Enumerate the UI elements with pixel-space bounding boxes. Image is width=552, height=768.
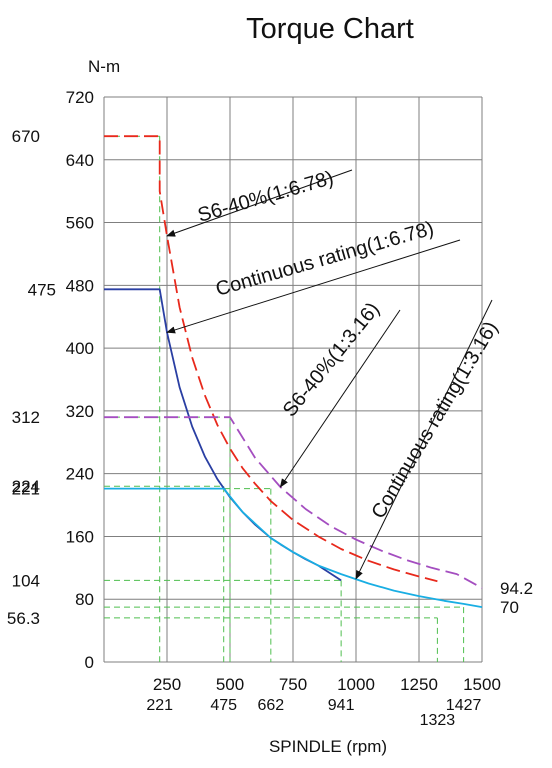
y-marker-label: 221 bbox=[12, 480, 40, 499]
y-tick-label: 400 bbox=[66, 339, 94, 358]
series-line-3 bbox=[104, 487, 483, 608]
annotation-arrow bbox=[355, 299, 493, 580]
x-tick-label: 750 bbox=[279, 675, 307, 694]
y-axis-unit: N-m bbox=[88, 57, 120, 76]
tick-labels: 0801602403204004805606407206703122242211… bbox=[7, 88, 533, 729]
y-tick-label: 80 bbox=[75, 590, 94, 609]
y-marker-label-right: 94.2 bbox=[500, 579, 533, 598]
annotation-label: S6-40%(1:3.16) bbox=[279, 298, 384, 421]
y-tick-label: 320 bbox=[66, 402, 94, 421]
y-tick-label: 480 bbox=[66, 276, 94, 295]
series-lines bbox=[104, 135, 483, 608]
y-tick-label: 560 bbox=[66, 214, 94, 233]
chart-title: Torque Chart bbox=[246, 13, 414, 45]
y-marker-label: 224 bbox=[12, 477, 40, 496]
x-marker-label: 941 bbox=[328, 697, 355, 714]
x-axis-label: SPINDLE (rpm) bbox=[269, 737, 387, 756]
x-marker-label: 475 bbox=[210, 697, 237, 714]
series-line-0 bbox=[104, 135, 438, 583]
guide-lines bbox=[104, 135, 465, 662]
y-marker-label-right: 70 bbox=[500, 598, 519, 617]
annotation-arrow bbox=[279, 309, 401, 488]
y-marker-label: 56.3 bbox=[7, 609, 40, 628]
annotation-label: Continuous rating(1:6.78) bbox=[213, 217, 436, 300]
y-tick-label: 160 bbox=[66, 527, 94, 546]
x-tick-label: 1500 bbox=[463, 675, 501, 694]
annotation-arrow bbox=[166, 169, 353, 237]
x-marker-label: 662 bbox=[257, 697, 284, 714]
y-tick-label: 720 bbox=[66, 88, 94, 107]
y-tick-label: 240 bbox=[66, 465, 94, 484]
y-marker-label: 104 bbox=[12, 571, 40, 590]
x-tick-label: 250 bbox=[153, 675, 181, 694]
y-marker-label: 670 bbox=[12, 127, 40, 146]
x-tick-label: 1250 bbox=[400, 675, 438, 694]
x-marker-label: 1323 bbox=[420, 712, 456, 729]
y-marker-label: 312 bbox=[12, 408, 40, 427]
y-marker-label: 475 bbox=[28, 280, 56, 299]
x-marker-label: 1427 bbox=[446, 697, 482, 714]
x-tick-label: 1000 bbox=[337, 675, 375, 694]
series-line-2 bbox=[104, 416, 483, 589]
y-tick-label: 0 bbox=[85, 653, 94, 672]
annotation-arrow bbox=[166, 239, 461, 334]
annotations: S6-40%(1:6.78)Continuous rating(1:6.78)S… bbox=[166, 167, 503, 580]
y-tick-label: 640 bbox=[66, 151, 94, 170]
x-marker-label: 221 bbox=[146, 697, 173, 714]
x-tick-label: 500 bbox=[216, 675, 244, 694]
